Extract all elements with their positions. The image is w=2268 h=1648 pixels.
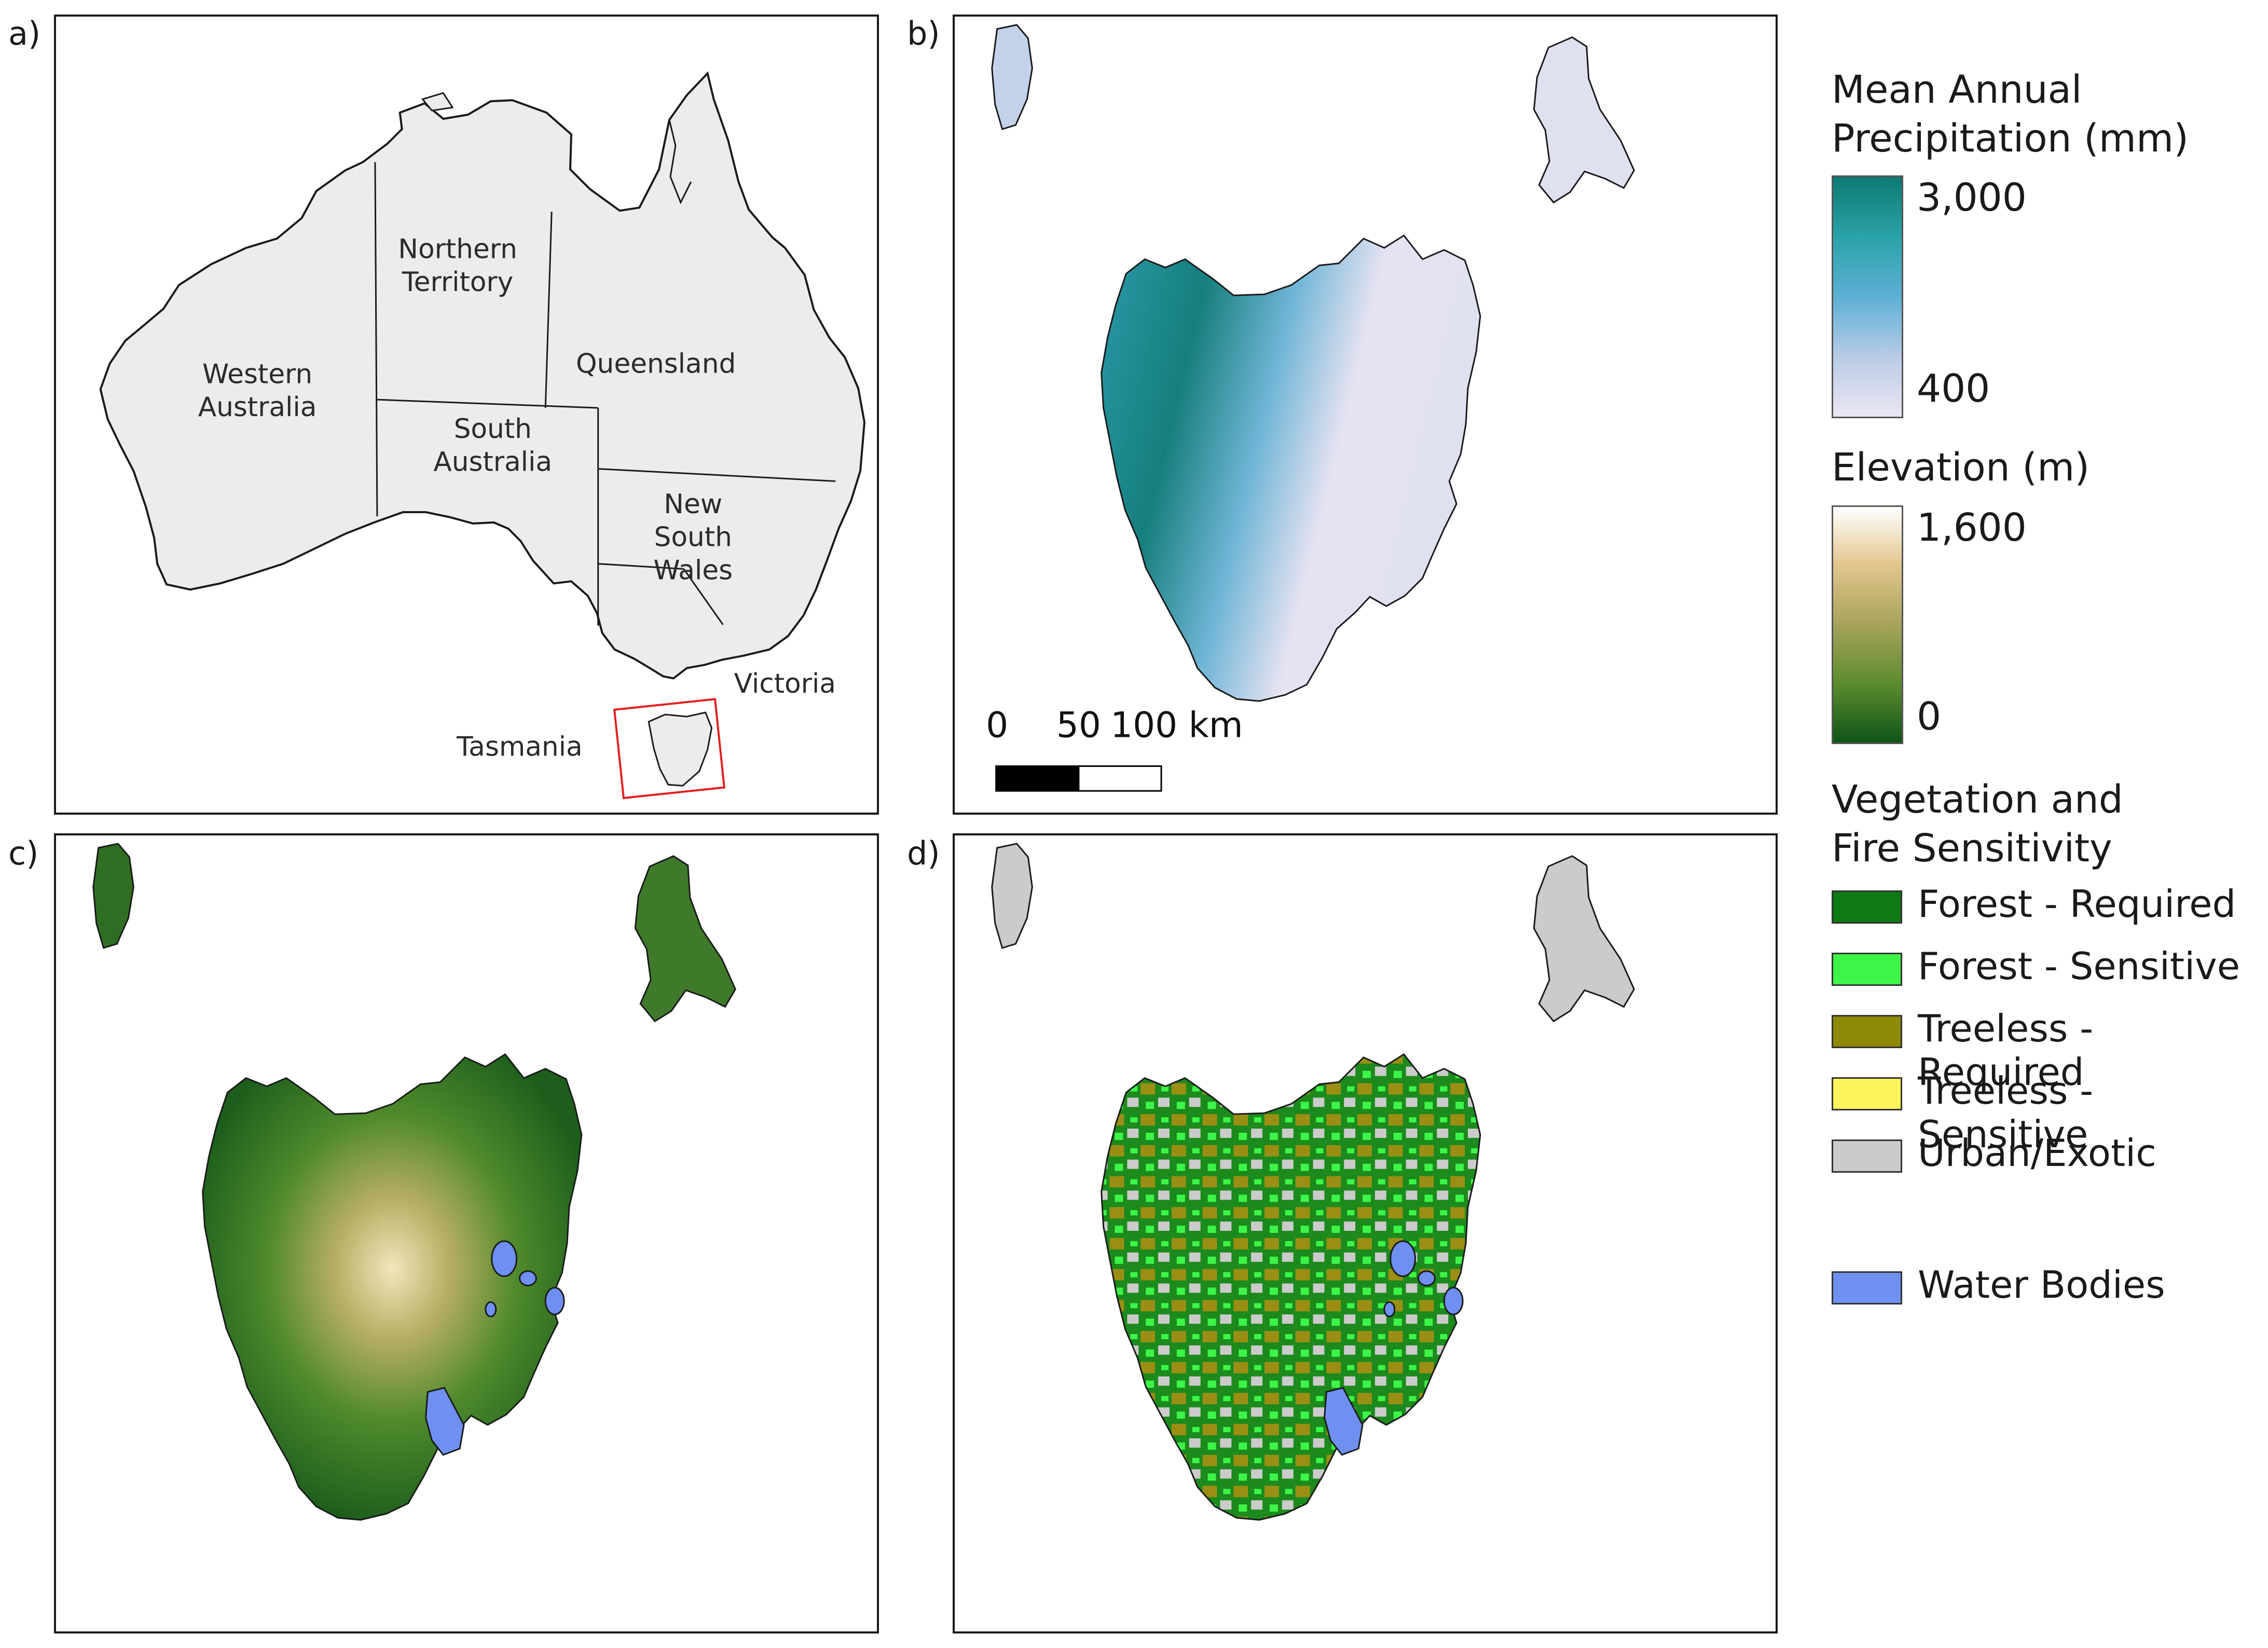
label-treeless-required: Treeless - Required <box>1918 1007 2094 1094</box>
swatch-forest-required <box>1832 890 1902 924</box>
panel-b-letter: b) <box>907 15 940 52</box>
elevation-max-label: 1,600 <box>1917 505 2027 550</box>
label-urban-exotic: Urban/Exotic <box>1918 1131 2156 1175</box>
elevation-legend-title: Elevation (m) <box>1832 445 2090 490</box>
label-new-south-wales: New South Wales <box>653 489 733 586</box>
label-treeless-sensitive: Treeless - Sensitive <box>1918 1069 2094 1156</box>
panel-c-letter: c) <box>8 834 39 872</box>
elevation-min-label: 0 <box>1917 694 1942 739</box>
state-borders <box>374 162 836 626</box>
swatch-treeless-required <box>1832 1015 1902 1048</box>
label-western-australia: Western Australia <box>198 359 317 423</box>
label-queensland: Queensland <box>576 348 736 379</box>
label-tasmania: Tasmania <box>456 732 583 763</box>
precipitation-color-ramp <box>1832 175 1903 418</box>
swatch-water-bodies <box>1832 1271 1902 1304</box>
veg-legend-title-2: Fire Sensitivity <box>1832 826 2112 871</box>
veg-legend-title-1: Vegetation and <box>1832 777 2123 822</box>
panel-d-letter: d) <box>907 834 940 872</box>
precip-legend-title-1: Mean Annual <box>1832 67 2082 112</box>
scale-tick-100: 100 km <box>1110 705 1243 746</box>
precip-legend-title-2: Precipitation (mm) <box>1832 116 2189 161</box>
elevation-map <box>92 843 736 1521</box>
label-northern-territory: Northern Territory <box>398 234 517 298</box>
precip-min-label: 400 <box>1917 366 1990 411</box>
panel-d-vegetation-map <box>953 833 1778 1633</box>
australia-mainland <box>99 71 866 680</box>
panel-a-letter: a) <box>8 15 41 52</box>
cape-york-detail <box>668 119 692 204</box>
tasmania-inset-box <box>613 698 726 800</box>
swatch-forest-sensitive <box>1832 953 1902 986</box>
elevation-color-ramp <box>1832 505 1903 744</box>
tasmania-small <box>648 711 713 787</box>
panel-b-precipitation-map: 0 50 100 km <box>953 15 1778 815</box>
scale-tick-0: 0 <box>986 705 1008 746</box>
precipitation-map: 0 50 100 km <box>986 24 1635 792</box>
precip-max-label: 3,000 <box>1917 175 2027 220</box>
label-water-bodies: Water Bodies <box>1918 1263 2165 1307</box>
label-forest-sensitive: Forest - Sensitive <box>1918 944 2240 988</box>
australia-map: Western Australia Northern Territory Queen… <box>99 71 866 800</box>
scale-tick-50: 50 <box>1056 705 1101 746</box>
label-victoria: Victoria <box>734 668 836 699</box>
swatch-treeless-sensitive <box>1832 1077 1902 1110</box>
panel-a-australia-map: Western Australia Northern Territory Queen… <box>54 15 879 815</box>
panel-c-elevation-map <box>54 833 879 1633</box>
label-south-australia: South Australia <box>433 414 552 478</box>
swatch-urban-exotic <box>1832 1139 1902 1173</box>
vegetation-map <box>991 843 1635 1521</box>
scale-bar: 0 50 100 km <box>986 705 1243 792</box>
gulf-islands <box>421 92 454 112</box>
label-forest-required: Forest - Required <box>1918 882 2236 926</box>
water-bodies-d <box>1323 1240 1464 1456</box>
water-bodies-c <box>424 1240 565 1456</box>
